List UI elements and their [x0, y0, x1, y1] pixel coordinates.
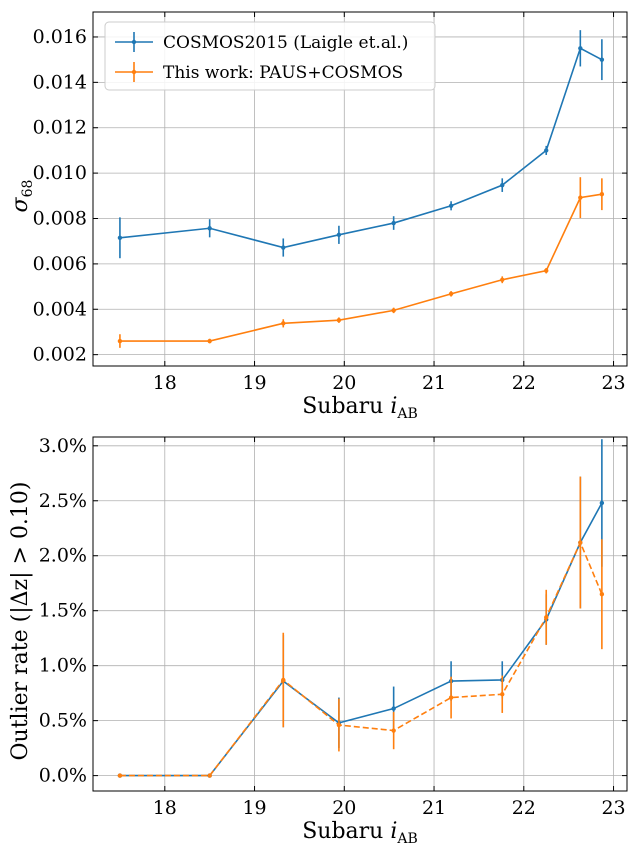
data-point	[448, 695, 454, 700]
y-axis-label: Outlier rate (|Δz| > 0.10)	[8, 481, 33, 760]
legend-marker	[131, 39, 137, 45]
x-axis-label: Subaru iAB	[302, 394, 418, 422]
series-line-1	[119, 540, 603, 777]
series-line-0	[119, 502, 603, 777]
data-point	[599, 500, 605, 506]
x-tick-label: 20	[332, 372, 356, 394]
x-tick-label: 20	[332, 797, 356, 819]
series-line-1	[119, 193, 602, 342]
x-tick-label: 19	[242, 372, 266, 394]
data-point	[281, 321, 286, 326]
data-point	[207, 773, 212, 778]
y-tick-label: 3.0%	[39, 435, 87, 457]
x-tick-label: 18	[153, 372, 177, 394]
y-tick-label: 2.0%	[39, 545, 87, 567]
data-point	[448, 291, 454, 297]
data-point	[599, 192, 605, 197]
data-point	[599, 57, 605, 62]
data-point	[500, 692, 505, 697]
x-tick-label: 19	[242, 797, 266, 819]
data-point	[391, 728, 396, 733]
data-point	[544, 268, 549, 273]
data-point	[117, 338, 123, 344]
data-point	[207, 338, 212, 344]
legend-marker	[131, 69, 137, 75]
x-axis-label: Subaru iAB	[302, 819, 418, 843]
y-tick-label: 0.5%	[39, 710, 87, 732]
x-tick-label: 21	[422, 372, 446, 394]
data-point	[391, 308, 396, 313]
data-point	[391, 220, 396, 226]
data-point	[448, 203, 454, 208]
data-point	[544, 148, 549, 153]
y-tick-label: 1.0%	[39, 655, 87, 677]
y-tick-label: 0.010	[33, 162, 87, 184]
data-point	[578, 195, 583, 200]
plot-frame	[92, 11, 628, 367]
data-point	[578, 540, 583, 545]
data-point	[281, 677, 286, 683]
legend-label: This work: PAUS+COSMOS	[163, 63, 403, 83]
x-tick-label: 18	[153, 797, 177, 819]
data-point	[578, 46, 583, 51]
data-point	[336, 232, 342, 238]
y-tick-label: 0.014	[33, 71, 87, 93]
y-tick-label: 0.002	[33, 344, 87, 366]
outlier-rate-panel: 18 19 20 21 22 23 0.0% 0.5% 1.0% 1.5% 2.0% 2.5% 3.0%…	[8, 435, 628, 843]
data-point	[391, 706, 396, 711]
x-tick-label: 23	[601, 797, 625, 819]
data-point	[336, 317, 342, 323]
y-tick-label: 0.012	[33, 117, 87, 139]
y-tick-label: 0.0%	[39, 765, 87, 787]
data-point	[117, 773, 123, 778]
legend-box	[104, 21, 436, 91]
data-point	[207, 226, 212, 231]
data-point	[500, 182, 505, 188]
x-tick-label: 22	[512, 372, 536, 394]
series-line-0	[119, 47, 603, 249]
data-point	[599, 592, 605, 597]
data-point	[117, 235, 123, 240]
data-point	[544, 615, 549, 620]
y-axis-label: σ68	[8, 180, 36, 213]
y-tick-label: 0.006	[33, 253, 87, 275]
data-point	[281, 245, 286, 250]
y-tick-label: 2.5%	[39, 490, 87, 512]
x-tick-label: 22	[512, 797, 536, 819]
y-tick-label: 0.004	[33, 298, 87, 320]
y-tick-label: 0.008	[33, 208, 87, 230]
y-tick-label: 0.016	[33, 26, 87, 48]
sigma68-panel: 18 19 20 21 22 23 0.002 0.004 0.006 0.008 0.010 0.0…	[8, 11, 628, 422]
x-tick-label: 21	[422, 797, 446, 819]
legend-label: COSMOS2015 (Laigle et.al.)	[163, 33, 408, 53]
x-tick-label: 23	[601, 372, 625, 394]
data-point	[500, 277, 505, 282]
plot-frame	[92, 436, 628, 792]
data-point	[336, 722, 342, 728]
y-tick-label: 1.5%	[39, 600, 87, 622]
